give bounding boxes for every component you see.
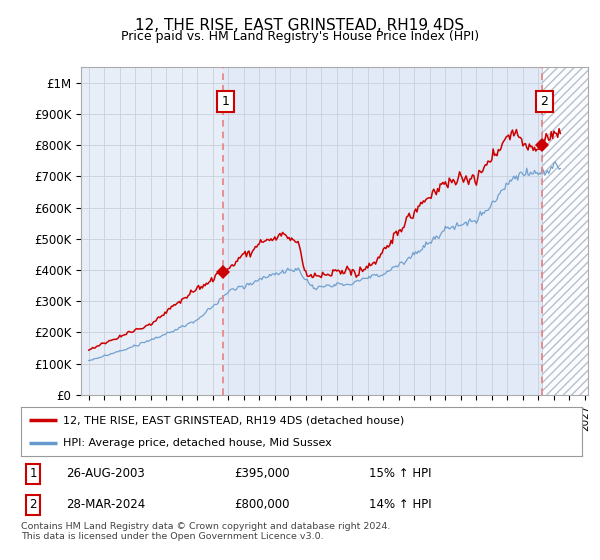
Text: 12, THE RISE, EAST GRINSTEAD, RH19 4DS (detached house): 12, THE RISE, EAST GRINSTEAD, RH19 4DS (…: [63, 416, 404, 426]
Text: 1: 1: [29, 467, 37, 480]
Text: 1: 1: [221, 95, 229, 108]
Text: Contains HM Land Registry data © Crown copyright and database right 2024.
This d: Contains HM Land Registry data © Crown c…: [21, 522, 391, 542]
Bar: [223, 67, 542, 395]
Text: 15% ↑ HPI: 15% ↑ HPI: [369, 467, 431, 480]
Text: Price paid vs. HM Land Registry's House Price Index (HPI): Price paid vs. HM Land Registry's House …: [121, 30, 479, 43]
Text: 2: 2: [541, 95, 548, 108]
Text: 28-MAR-2024: 28-MAR-2024: [66, 498, 145, 511]
Text: 26-AUG-2003: 26-AUG-2003: [66, 467, 145, 480]
Text: 2: 2: [29, 498, 37, 511]
Text: HPI: Average price, detached house, Mid Sussex: HPI: Average price, detached house, Mid …: [63, 438, 332, 448]
Bar: [542, 67, 588, 395]
Text: £800,000: £800,000: [234, 498, 290, 511]
Text: 14% ↑ HPI: 14% ↑ HPI: [369, 498, 431, 511]
Text: £395,000: £395,000: [234, 467, 290, 480]
Text: 12, THE RISE, EAST GRINSTEAD, RH19 4DS: 12, THE RISE, EAST GRINSTEAD, RH19 4DS: [136, 18, 464, 33]
